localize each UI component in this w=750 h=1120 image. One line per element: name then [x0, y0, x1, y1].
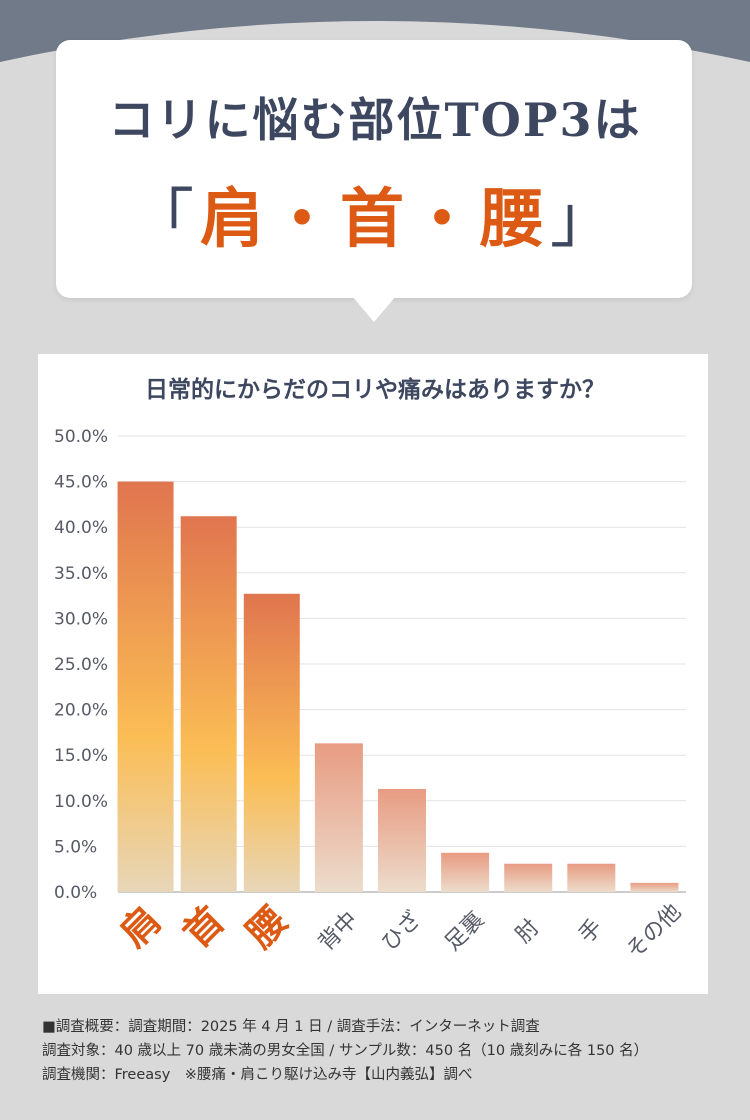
x-category-label: 背中: [314, 907, 363, 956]
x-category-label: 手: [574, 915, 607, 948]
y-tick-label: 0.0%: [54, 883, 97, 903]
y-tick-label: 50.0%: [54, 427, 108, 447]
y-tick-label: 45.0%: [54, 473, 108, 493]
x-category-label: 足裏: [440, 907, 489, 956]
x-axis-categories: 肩首腰背中 ひざ 足裏肘手その他: [112, 898, 687, 964]
bar-9: [630, 882, 679, 892]
y-tick-label: 20.0%: [54, 701, 108, 721]
top-banner-band: [0, 0, 750, 62]
x-category-label: その他: [622, 899, 686, 963]
top-band-shape: [0, 0, 750, 62]
bar-4: [314, 743, 363, 892]
bar-5: [378, 788, 426, 892]
open-bracket: 「: [130, 183, 200, 257]
bar-3: [243, 593, 300, 892]
y-axis-ticks: 0.0% 5.0% 10.0% 15.0% 20.0% 25.0% 30.0% 35.0% 40…: [54, 427, 108, 903]
x-category-label: ひざ: [377, 907, 427, 957]
x-category-label: 腰: [238, 898, 296, 956]
top3-parts: 肩・首・腰: [200, 182, 550, 257]
y-tick-label: 10.0%: [54, 792, 108, 812]
headline-speech-bubble: [56, 40, 692, 298]
y-tick-label: 40.0%: [54, 518, 108, 538]
speech-bubble-tail: [352, 296, 396, 322]
footnote-line-2: 調査対象：40 歳以上 70 歳未満の男女全国 / サンプル数：450 名（10…: [42, 1043, 649, 1059]
bar-chart: 0.0% 5.0% 10.0% 15.0% 20.0% 25.0% 30.0% 35.0% 40…: [54, 427, 687, 964]
x-category-label: 首: [175, 898, 233, 956]
footnote-line-1: ■調査概要：調査期間：2025 年 4 月 1 日 / 調査手法：インターネット…: [42, 1019, 540, 1035]
bars: [117, 481, 679, 892]
bar-6: [441, 852, 490, 892]
y-tick-label: 15.0%: [54, 746, 108, 766]
y-tick-label: 35.0%: [54, 564, 108, 584]
headline-text: コリに悩む部位TOP3は: [108, 93, 642, 147]
x-category-label: 肩: [112, 898, 170, 956]
bar-2: [180, 516, 237, 892]
bar-1: [117, 481, 174, 892]
footnote-line-3: 調査機関：Freeasy ※腰痛・肩こり駆け込み寺【山内義弘】調べ: [42, 1067, 473, 1083]
y-tick-label: 30.0%: [54, 609, 108, 629]
bar-7: [504, 863, 553, 892]
close-bracket: 」: [550, 183, 620, 257]
bar-8: [567, 863, 616, 892]
y-tick-label: 25.0%: [54, 655, 108, 675]
top3-highlight: 「肩・首・腰」: [0, 168, 750, 260]
y-tick-label: 5.0%: [54, 837, 97, 857]
chart-title: 日常的にからだのコリや痛みはありますか？: [145, 377, 605, 403]
survey-footnote: ■調査概要：調査期間：2025 年 4 月 1 日 / 調査手法：インターネット…: [42, 1015, 722, 1087]
x-category-label: 肘: [511, 915, 544, 948]
